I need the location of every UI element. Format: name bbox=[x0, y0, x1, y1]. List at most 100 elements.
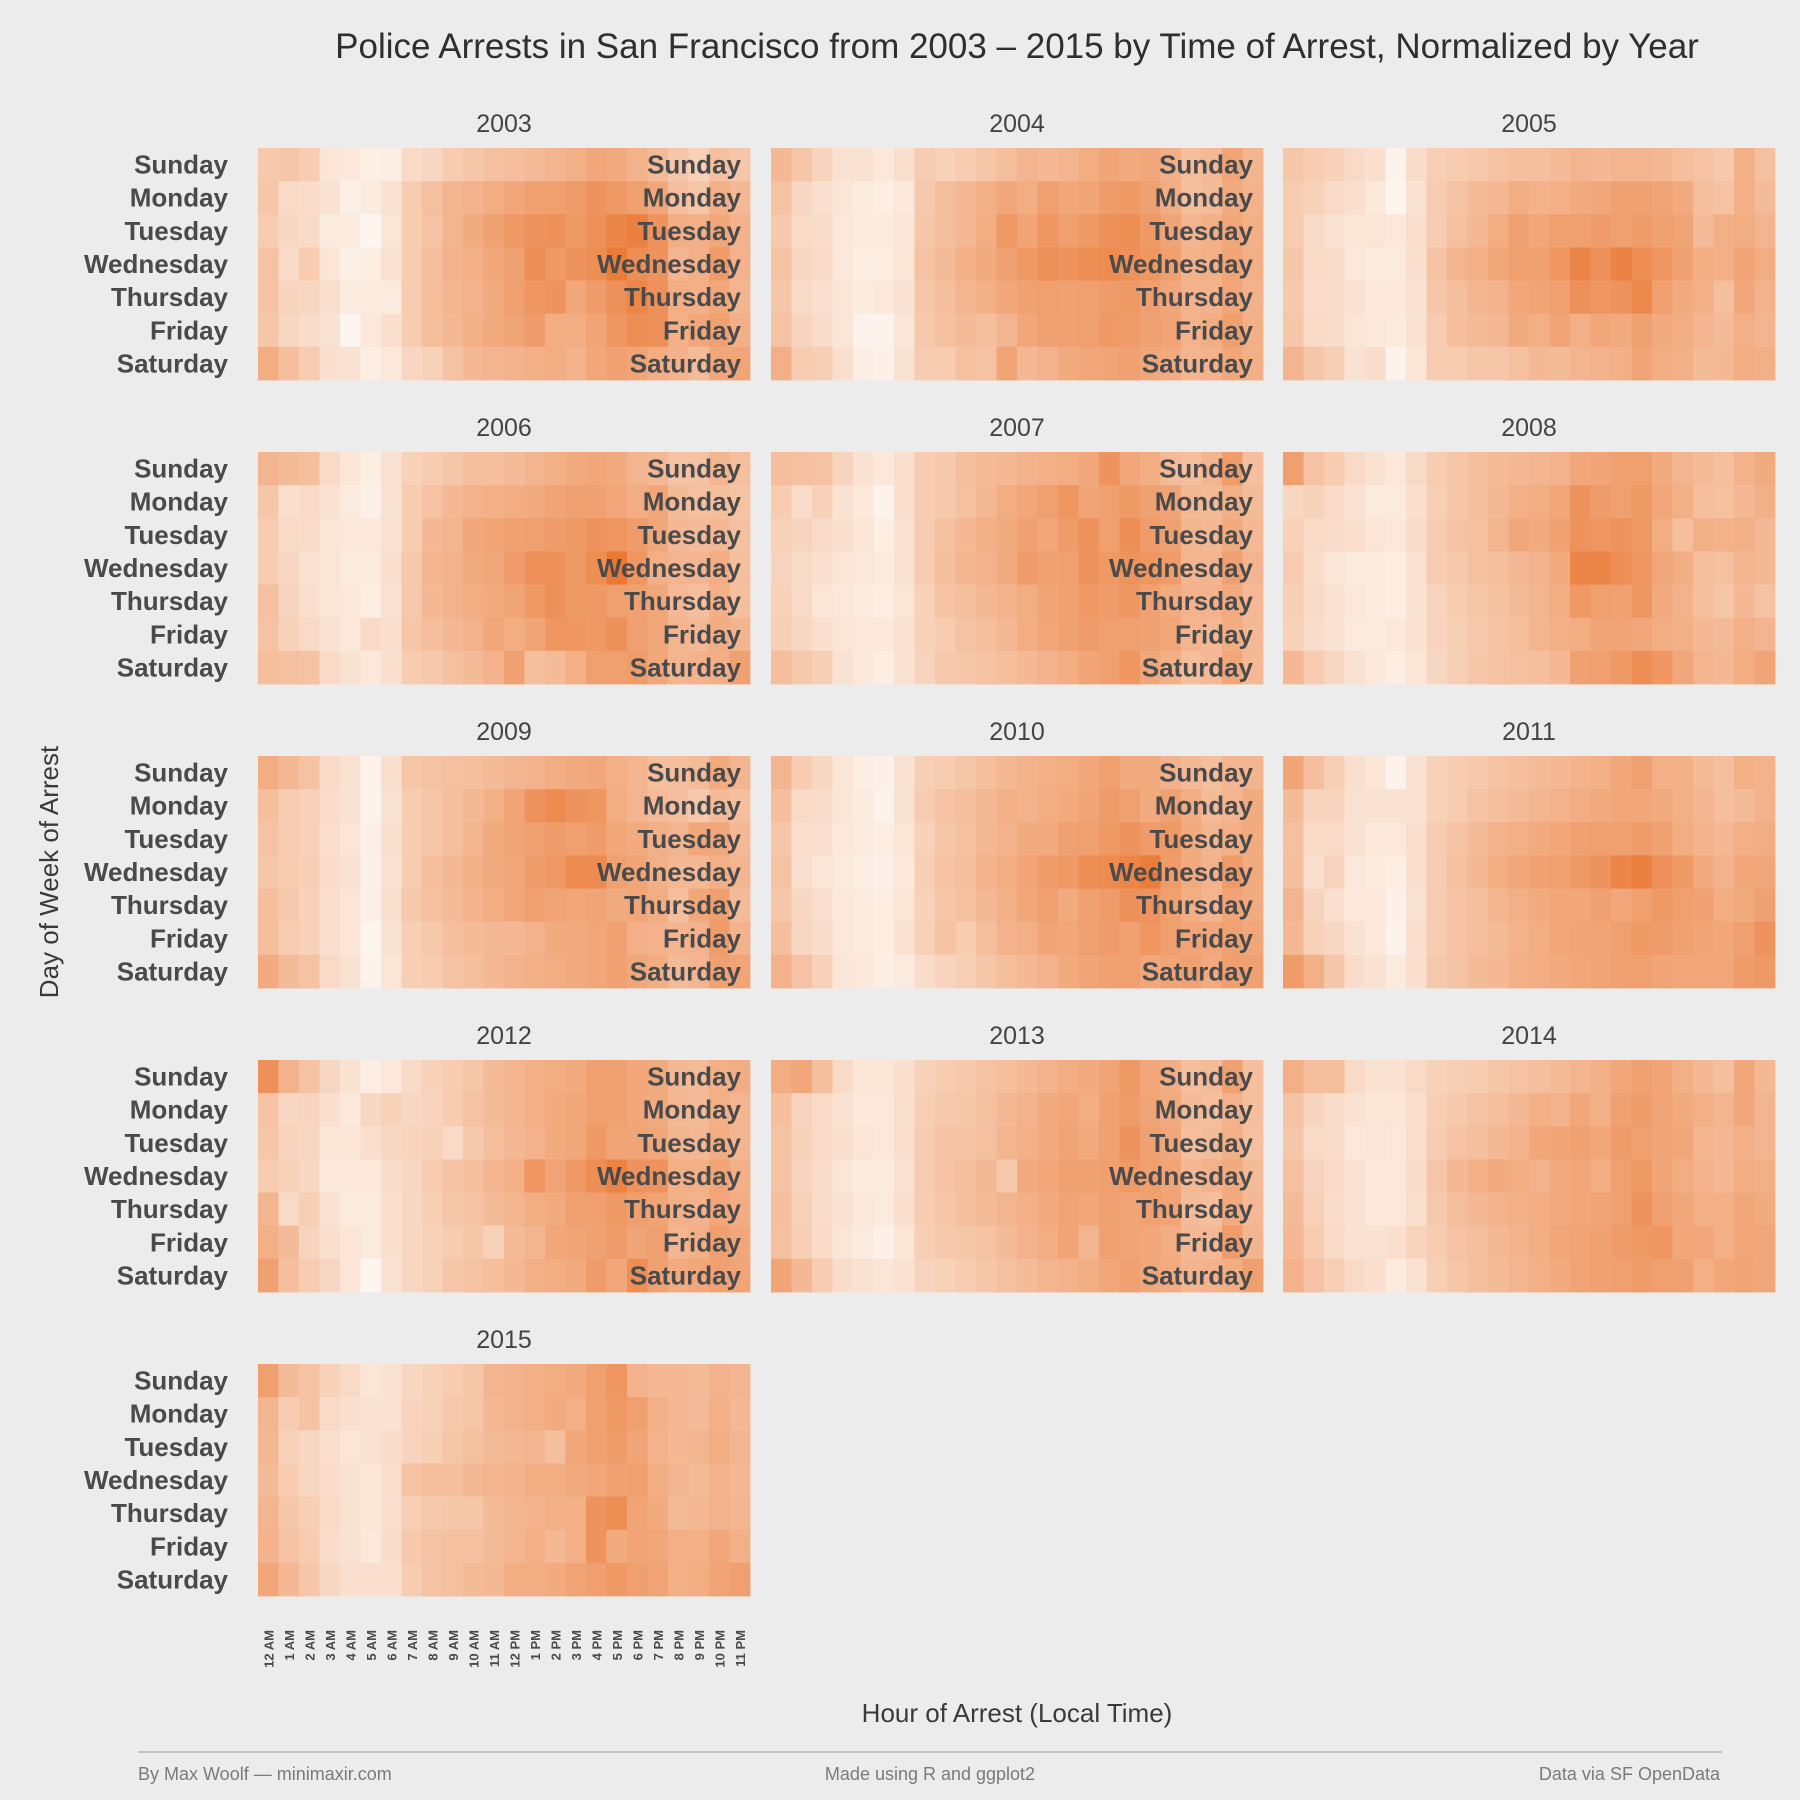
heatmap-cell bbox=[668, 280, 689, 315]
heatmap-cell bbox=[381, 485, 402, 519]
heatmap-cell bbox=[340, 584, 361, 619]
heatmap-cell bbox=[1529, 855, 1550, 889]
heatmap-cell bbox=[278, 1562, 300, 1597]
heatmap-cell bbox=[1508, 1126, 1530, 1160]
heatmap-cell bbox=[873, 617, 895, 652]
heatmap-cell bbox=[1181, 1192, 1202, 1227]
heatmap-cell bbox=[914, 313, 936, 348]
heatmap-cell bbox=[463, 551, 484, 585]
heatmap-cell bbox=[299, 1397, 320, 1431]
heatmap-cell bbox=[1222, 1126, 1243, 1160]
heatmap-cell bbox=[1017, 822, 1038, 856]
facet-strip-label: 2005 bbox=[1501, 110, 1557, 138]
facet-panel-2005: 2005SundayMondayTuesdayWednesdayThursday… bbox=[1109, 110, 1776, 381]
heatmap-cell bbox=[996, 485, 1018, 519]
heatmap-cell bbox=[1529, 518, 1550, 552]
heatmap-cell bbox=[1037, 1192, 1059, 1227]
heatmap-cell bbox=[955, 584, 977, 619]
heatmap-cell bbox=[1406, 1126, 1427, 1160]
heatmap-cell bbox=[914, 1258, 936, 1293]
y-tick-label: Wednesday bbox=[597, 857, 742, 887]
heatmap-cell bbox=[1099, 954, 1120, 989]
heatmap-cell bbox=[442, 551, 464, 585]
heatmap-cell bbox=[463, 584, 484, 619]
heatmap-cell bbox=[586, 921, 607, 956]
heatmap-cell bbox=[955, 1258, 977, 1293]
heatmap-cell bbox=[1529, 888, 1550, 923]
heatmap-cell bbox=[422, 1529, 443, 1564]
heatmap-cell bbox=[1160, 551, 1182, 585]
heatmap-cell bbox=[709, 1258, 730, 1293]
heatmap-cell bbox=[1078, 313, 1100, 348]
heatmap-cell bbox=[504, 181, 525, 215]
heatmap-cell bbox=[1713, 181, 1735, 215]
heatmap-cell bbox=[483, 1093, 505, 1127]
heatmap-cell bbox=[832, 855, 854, 889]
heatmap-cell bbox=[771, 822, 792, 856]
heatmap-cell bbox=[1119, 1060, 1141, 1094]
heatmap-cell bbox=[1590, 280, 1612, 315]
heatmap-cell bbox=[1140, 1126, 1161, 1160]
heatmap-cell bbox=[1631, 452, 1653, 486]
heatmap-cell bbox=[1160, 313, 1182, 348]
heatmap-cell bbox=[442, 888, 464, 923]
heatmap-cell bbox=[360, 888, 382, 923]
heatmap-cell bbox=[1078, 452, 1100, 486]
heatmap-cell bbox=[853, 551, 874, 585]
heatmap-cell bbox=[1631, 214, 1653, 248]
heatmap-cell bbox=[401, 584, 423, 619]
heatmap-cell bbox=[1693, 1093, 1714, 1127]
heatmap-cell bbox=[545, 452, 566, 486]
heatmap-cell bbox=[278, 584, 300, 619]
heatmap-cell bbox=[340, 280, 361, 315]
heatmap-cell bbox=[832, 452, 854, 486]
heatmap-cell bbox=[340, 1258, 361, 1293]
heatmap-cell bbox=[894, 756, 915, 790]
heatmap-cell bbox=[1488, 181, 1509, 215]
heatmap-cell bbox=[729, 485, 751, 519]
heatmap-cell bbox=[524, 313, 546, 348]
heatmap-cell bbox=[442, 1496, 464, 1531]
heatmap-cell bbox=[401, 485, 423, 519]
heatmap-cell bbox=[319, 756, 341, 790]
heatmap-cell bbox=[1344, 551, 1366, 585]
heatmap-cell bbox=[935, 313, 956, 348]
facet-strip-label: 2012 bbox=[476, 1022, 532, 1050]
heatmap-cell bbox=[463, 280, 484, 315]
y-tick-label: Sunday bbox=[134, 150, 228, 180]
heatmap-cell bbox=[1344, 313, 1366, 348]
heatmap-cell bbox=[1652, 280, 1673, 315]
heatmap-cell bbox=[996, 1159, 1018, 1193]
heatmap-cell bbox=[401, 954, 423, 989]
heatmap-cell bbox=[422, 1126, 443, 1160]
heatmap-cell bbox=[668, 247, 689, 281]
heatmap-cell bbox=[812, 1225, 833, 1260]
heatmap-cell bbox=[1529, 148, 1550, 182]
heatmap-cell bbox=[1406, 313, 1427, 348]
heatmap-cell bbox=[647, 280, 669, 315]
heatmap-cell bbox=[832, 650, 854, 685]
heatmap-cell bbox=[524, 756, 546, 790]
heatmap-cell bbox=[504, 822, 525, 856]
heatmap-cell bbox=[1611, 1159, 1632, 1193]
heatmap-cell bbox=[1385, 214, 1407, 248]
heatmap-cell bbox=[1222, 921, 1243, 956]
heatmap-cell bbox=[524, 1529, 546, 1564]
heatmap-cell bbox=[586, 756, 607, 790]
heatmap-cell bbox=[1242, 1192, 1264, 1227]
heatmap-cell bbox=[1344, 247, 1366, 281]
heatmap-cell bbox=[914, 855, 936, 889]
heatmap-cell bbox=[1201, 822, 1223, 856]
heatmap-cell bbox=[1549, 551, 1571, 585]
heatmap-cell bbox=[565, 954, 587, 989]
heatmap-cell bbox=[299, 1529, 320, 1564]
facet-strip-label: 2009 bbox=[476, 718, 532, 746]
heatmap-cell bbox=[688, 855, 710, 889]
heatmap-cell bbox=[565, 313, 587, 348]
heatmap-cell bbox=[340, 855, 361, 889]
y-tick-label: Tuesday bbox=[124, 824, 228, 854]
heatmap-cell bbox=[1303, 1225, 1325, 1260]
heatmap-cell bbox=[1549, 452, 1571, 486]
heatmap-cell bbox=[688, 1463, 710, 1497]
heatmap-cell bbox=[1590, 650, 1612, 685]
